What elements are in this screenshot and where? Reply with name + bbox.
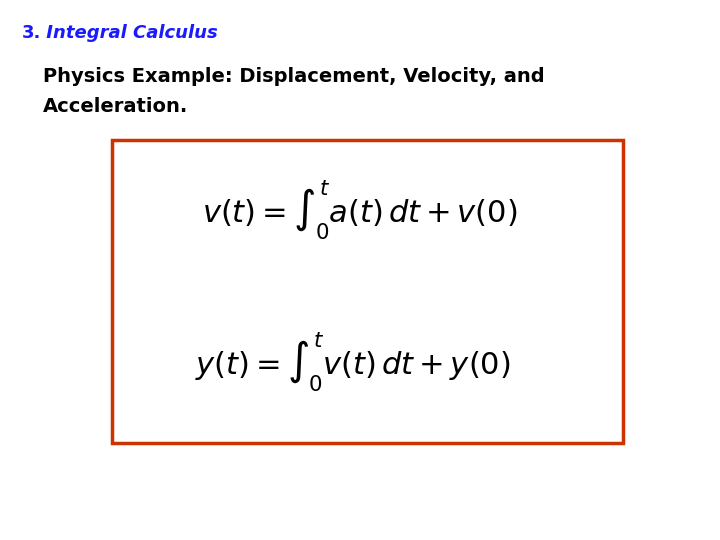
- Text: $y(t) = \int_0^{t} v(t)\,dt + y(0)$: $y(t) = \int_0^{t} v(t)\,dt + y(0)$: [195, 330, 510, 394]
- Text: $v(t) = \int_0^{t} a(t)\,dt + v(0)$: $v(t) = \int_0^{t} a(t)\,dt + v(0)$: [202, 179, 518, 242]
- Text: Integral Calculus: Integral Calculus: [40, 24, 217, 42]
- Text: Acceleration.: Acceleration.: [43, 97, 189, 116]
- FancyBboxPatch shape: [112, 140, 623, 443]
- Text: 3.: 3.: [22, 24, 41, 42]
- Text: Physics Example: Displacement, Velocity, and: Physics Example: Displacement, Velocity,…: [43, 68, 545, 86]
